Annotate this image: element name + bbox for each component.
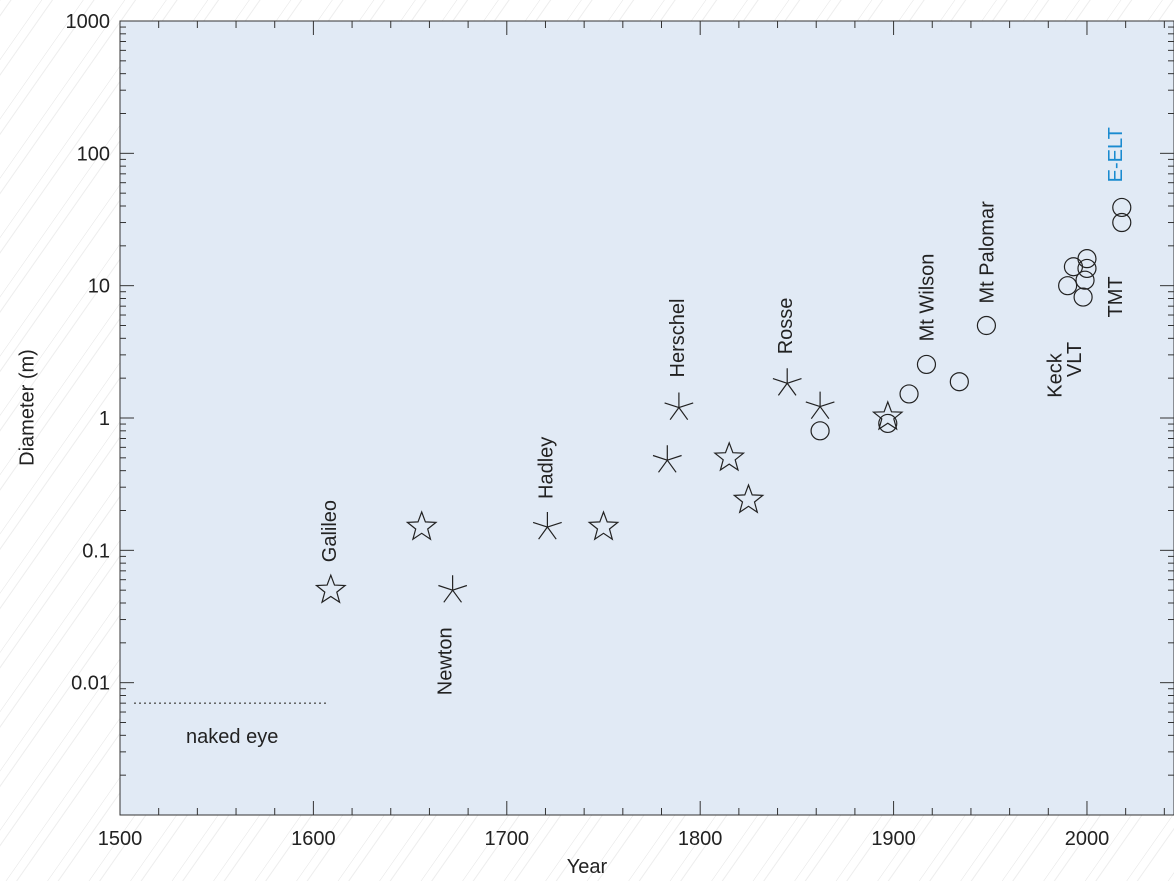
annotation-label: Galileo <box>319 500 341 562</box>
annotation-label: TMT <box>1105 276 1127 317</box>
star-marker <box>871 400 904 431</box>
star-marker <box>732 483 765 514</box>
y-tick-label: 1000 <box>66 11 111 33</box>
annotation-label: Newton <box>435 627 457 695</box>
y-axis-title: Diameter (m) <box>16 349 39 466</box>
star-marker <box>314 573 347 604</box>
circle-marker <box>1112 197 1132 218</box>
annotation-label: Herschel <box>667 299 689 378</box>
circle-marker <box>899 384 919 404</box>
y-tick-label: 0.1 <box>82 540 110 562</box>
plot-area <box>119 20 1174 816</box>
x-tick-label: 1700 <box>485 828 530 850</box>
circle-marker <box>949 372 969 392</box>
asterisk-marker <box>664 392 694 421</box>
x-tick-label: 1600 <box>291 828 336 850</box>
star-marker <box>587 510 620 541</box>
y-tick-label: 100 <box>77 143 110 165</box>
x-axis-title: Year <box>566 856 608 878</box>
x-tick-label: 1500 <box>98 828 143 850</box>
x-tick-label: 2000 <box>1065 828 1110 850</box>
y-tick-label: 1 <box>99 408 110 430</box>
annotation-label: VLT <box>1064 342 1086 377</box>
asterisk-marker <box>438 575 468 603</box>
asterisk-marker <box>772 368 802 396</box>
star-marker <box>713 441 746 472</box>
annotation-label: Hadley <box>535 437 557 499</box>
x-tick-label: 1800 <box>678 828 723 850</box>
marker-layer <box>314 197 1132 604</box>
annotation-label: naked eye <box>186 726 278 748</box>
circle-marker <box>1075 270 1095 290</box>
circle-marker <box>1112 212 1132 233</box>
annotation-label: Rosse <box>775 298 797 355</box>
annotation-layer: Galileo Newton Hadley Herschel Rosse Mt Wilso… <box>186 127 1127 748</box>
circle-marker <box>1073 287 1093 307</box>
asterisk-marker <box>805 391 835 420</box>
circle-marker <box>810 421 830 441</box>
circle-marker <box>1077 258 1097 279</box>
asterisk-marker <box>532 511 562 540</box>
star-marker <box>405 510 438 541</box>
circle-marker <box>976 315 997 336</box>
annotation-label: E-ELT <box>1105 127 1127 182</box>
annotation-label: Keck <box>1045 352 1067 397</box>
x-tick-label: 1900 <box>871 828 916 850</box>
circle-marker <box>916 354 937 375</box>
y-tick-label: 0.01 <box>71 673 110 695</box>
axis-layer: 1500 1600 1700 1800 1900 2000 0.01 0.1 1 10 100 100… <box>66 11 1174 850</box>
annotation-label: Mt Wilson <box>917 254 939 342</box>
annotation-label: Mt Palomar <box>976 201 998 304</box>
circle-marker <box>878 413 898 434</box>
asterisk-marker <box>652 445 682 473</box>
circle-marker <box>1058 276 1078 296</box>
y-tick-label: 10 <box>88 276 110 298</box>
circle-marker <box>1077 249 1097 269</box>
